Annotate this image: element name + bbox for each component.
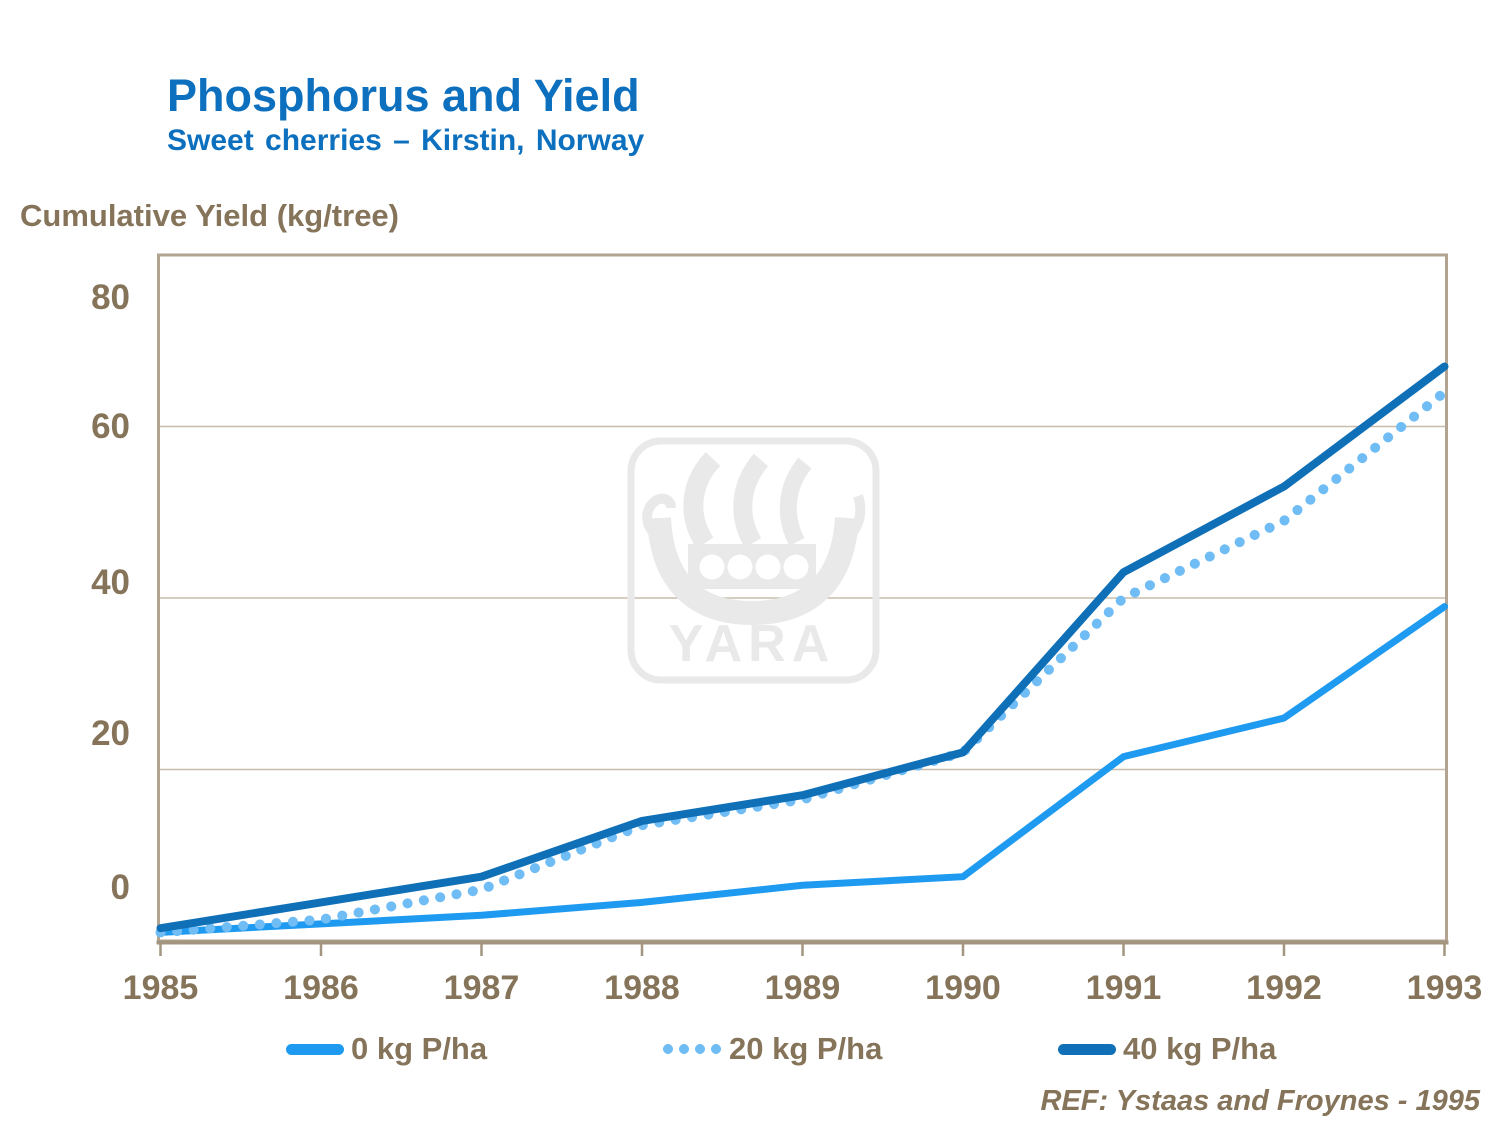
x-tick-label: 1991 <box>1086 969 1162 1007</box>
watermark-prow-icon <box>642 493 676 545</box>
legend-item-0kg: 0 kg P/ha <box>286 1031 487 1067</box>
legend-label-0kg: 0 kg P/ha <box>351 1031 488 1066</box>
legend-swatch-20kg-dotted-line <box>660 1043 722 1055</box>
x-tick-label: 1987 <box>444 969 520 1007</box>
series-line-0-kg-p-ha <box>157 603 1448 936</box>
chart-legend: 0 kg P/ha 20 kg P/ha 40 kg P/ha <box>0 1031 1501 1071</box>
watermark-shield-icon <box>699 554 725 580</box>
legend-swatch-0kg-solid-line <box>286 1043 344 1055</box>
legend-item-40kg: 40 kg P/ha <box>1058 1031 1276 1067</box>
watermark-sail-icon <box>733 453 769 548</box>
reference-citation: REF: Ystaas and Froynes - 1995 <box>1040 1085 1480 1117</box>
y-tick-label: 60 <box>91 407 130 446</box>
watermark-shield-icon <box>755 554 781 580</box>
yara-watermark: YARA <box>627 437 880 684</box>
legend-swatch-40kg-solid-line <box>1058 1043 1116 1055</box>
x-tick-label: 1993 <box>1407 969 1483 1007</box>
x-tick-label: 1988 <box>604 969 680 1007</box>
x-tick-label: 1985 <box>123 969 199 1007</box>
legend-label-20kg: 20 kg P/ha <box>729 1031 883 1066</box>
watermark-ship-hull-icon <box>647 516 859 626</box>
legend-label-40kg: 40 kg P/ha <box>1123 1031 1277 1066</box>
y-tick-label: 20 <box>91 714 130 753</box>
y-axis-title: Cumulative Yield (kg/tree) <box>20 198 399 233</box>
y-tick-label: 0 <box>111 868 130 907</box>
legend-item-20kg: 20 kg P/ha <box>660 1031 882 1067</box>
watermark-sail-icon <box>779 457 812 547</box>
series-line-20-kg-p-ha <box>155 387 1450 938</box>
watermark-shield-icon <box>727 554 753 580</box>
watermark-frame <box>627 437 880 684</box>
chart-subtitle: Sweet cherries – Kirstin, Norway <box>167 124 645 157</box>
y-tick-label: 80 <box>91 278 130 317</box>
chart-title: Phosphorus and Yield <box>167 70 640 121</box>
watermark-stern-icon <box>840 494 866 545</box>
watermark-shield-icon <box>783 554 809 580</box>
series-line-40-kg-p-ha <box>156 362 1449 933</box>
y-tick-label: 40 <box>91 563 130 602</box>
x-tick-label: 1989 <box>765 969 841 1007</box>
x-tick-label: 1992 <box>1246 969 1322 1007</box>
x-tick-label: 1986 <box>283 969 359 1007</box>
watermark-sail-icon <box>683 452 721 549</box>
x-tick-label: 1990 <box>925 969 1001 1007</box>
watermark-brand-text: YARA <box>669 615 836 673</box>
